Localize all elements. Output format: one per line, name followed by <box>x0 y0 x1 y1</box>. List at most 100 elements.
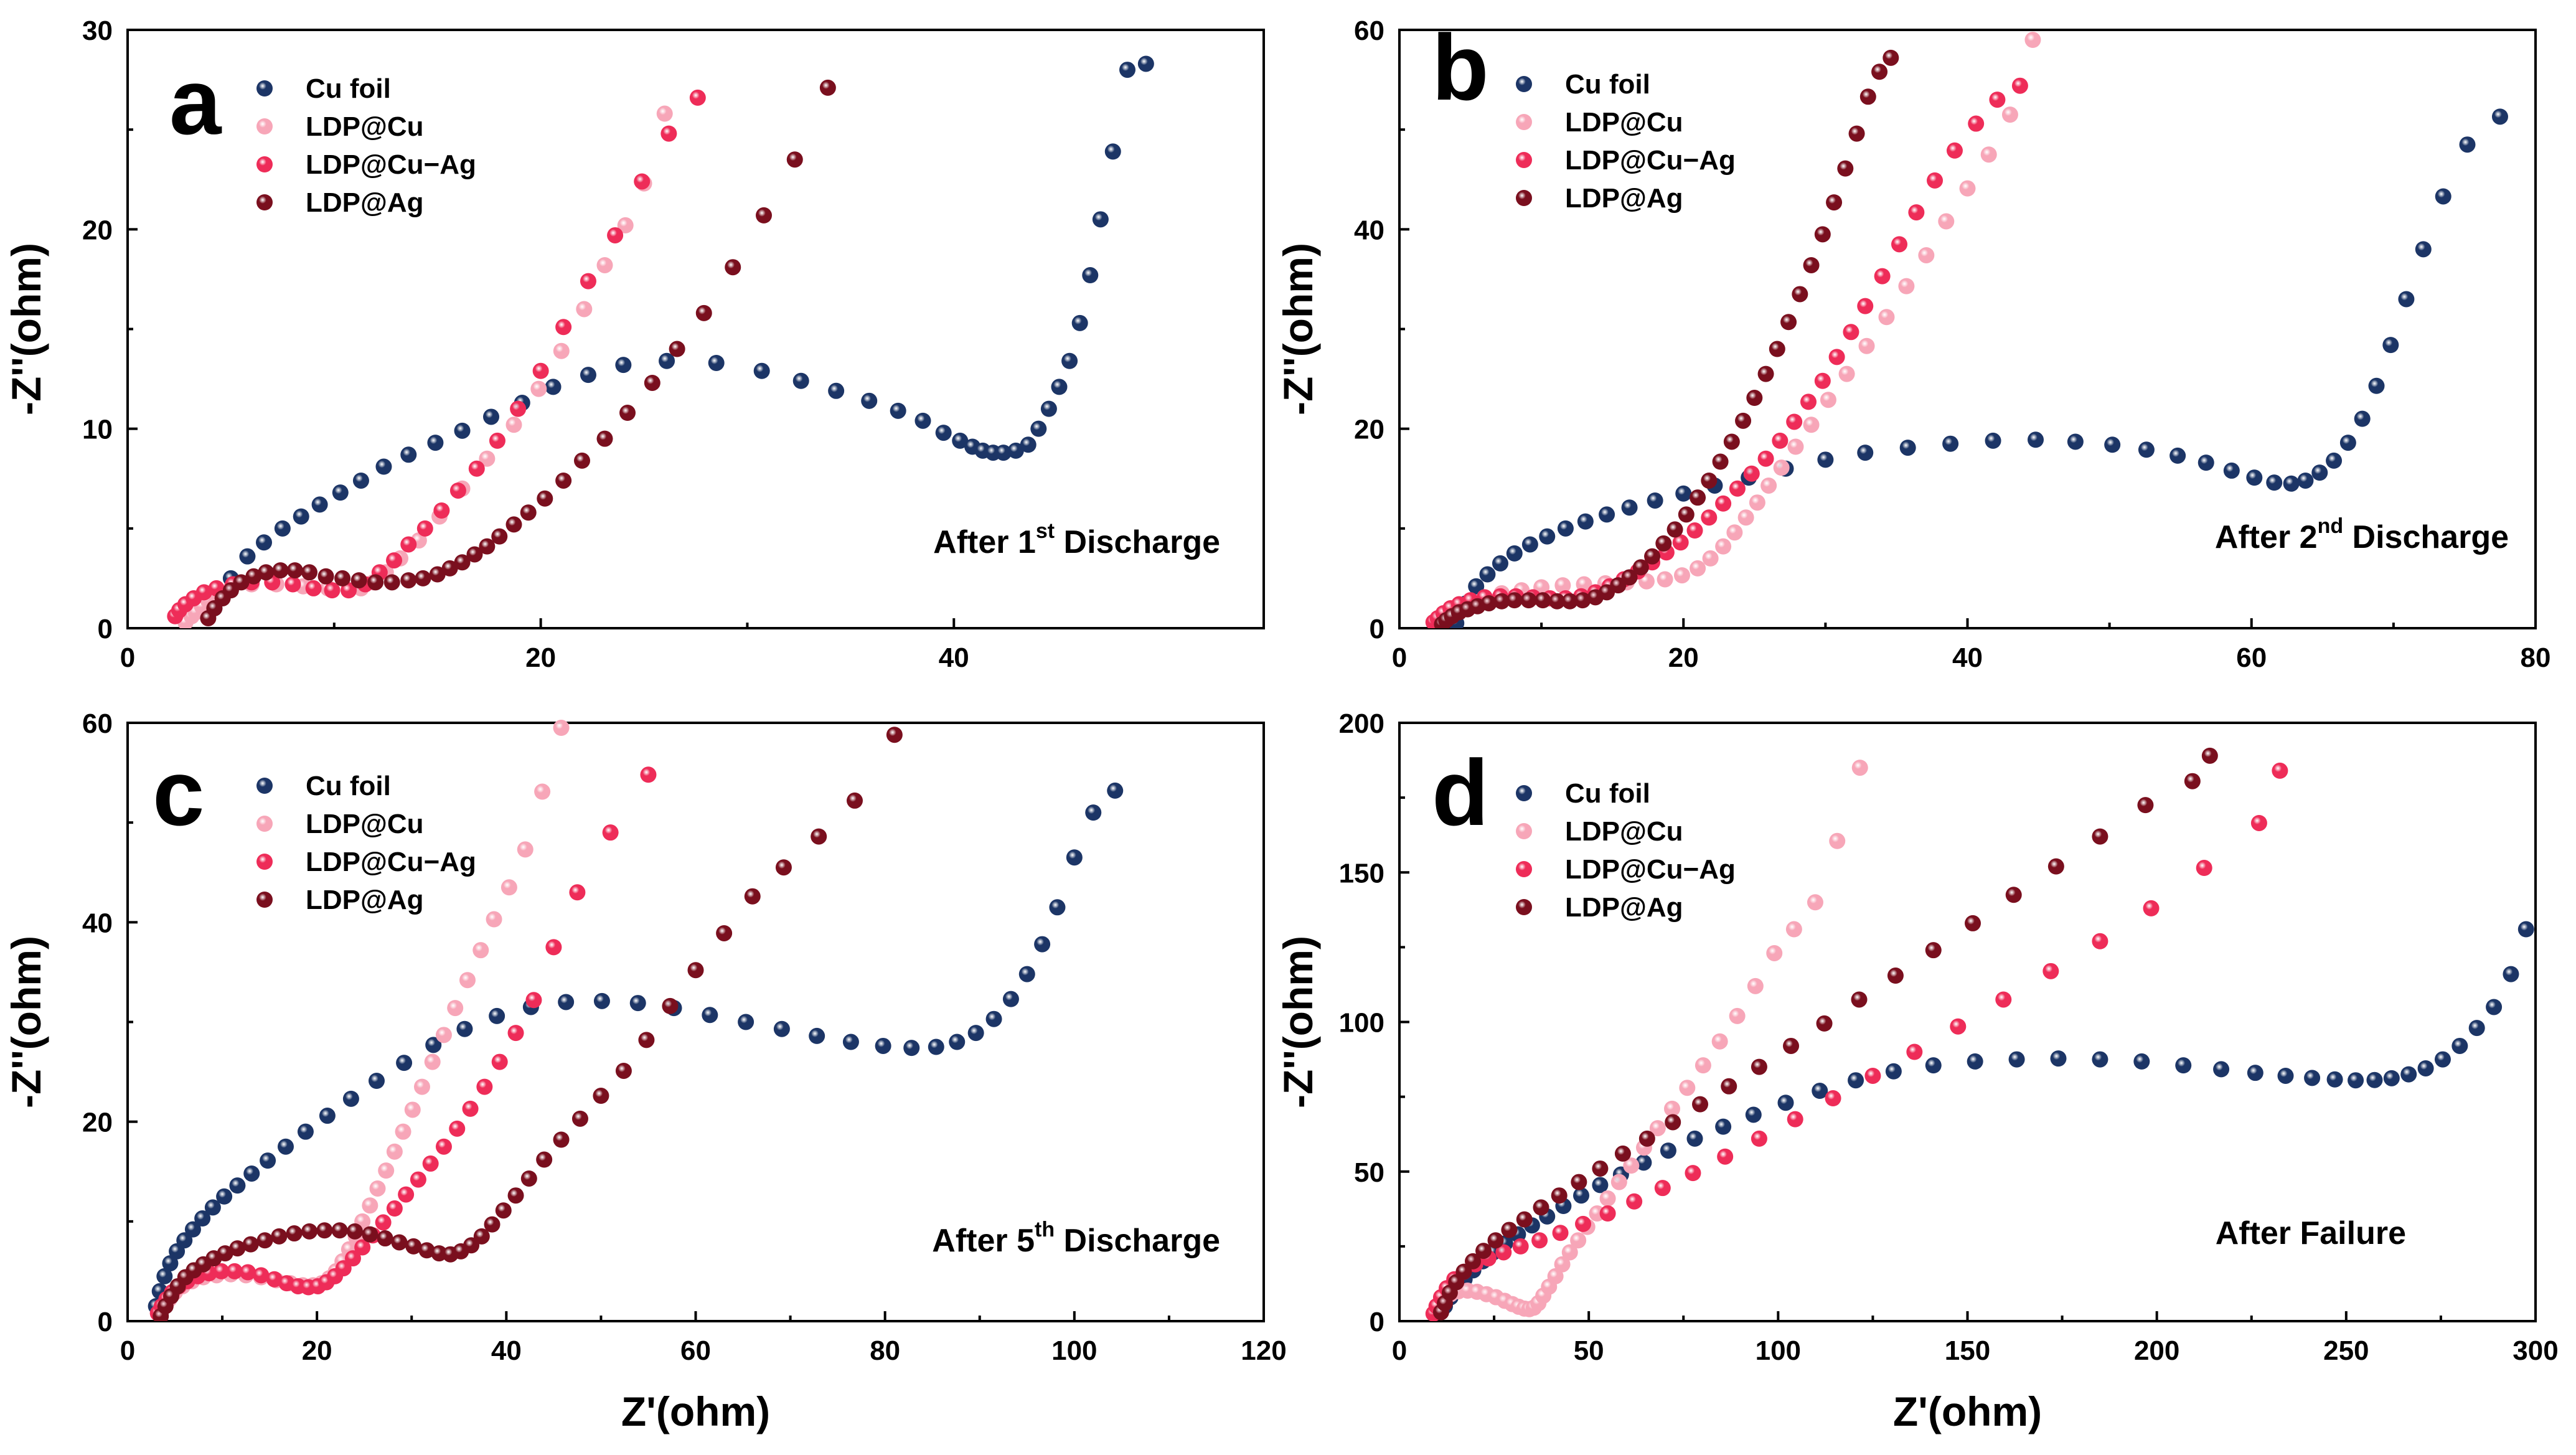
data-point <box>914 412 931 429</box>
legend: Cu foil LDP@Cu LDP@Cu−Ag LDP@Ag <box>256 771 476 915</box>
data-point <box>473 1228 490 1245</box>
data-point <box>2028 431 2044 448</box>
data-point <box>967 1025 984 1042</box>
data-point <box>1685 1165 1701 1182</box>
data-point <box>1657 571 1673 588</box>
data-point <box>1049 899 1066 916</box>
series-ldp-cu-ag <box>1425 762 2288 1321</box>
data-point <box>505 417 522 433</box>
data-point <box>433 502 450 519</box>
panel-annotation: After 2nd Discharge <box>2215 514 2509 555</box>
legend-label: Cu foil <box>306 73 391 104</box>
data-point <box>2223 462 2240 479</box>
data-point <box>1829 832 1846 849</box>
data-point <box>400 446 417 463</box>
data-point <box>2092 1051 2108 1068</box>
data-point <box>1672 534 1689 551</box>
data-point <box>256 1232 273 1249</box>
data-point <box>334 570 351 586</box>
data-point <box>386 1143 403 1160</box>
data-point <box>2339 435 2356 451</box>
data-point <box>286 1225 303 1242</box>
data-point <box>1729 1007 1746 1024</box>
data-point <box>574 452 590 469</box>
annotation-text: Discharge <box>1055 1223 1220 1259</box>
data-point <box>2435 188 2451 205</box>
data-point <box>576 301 593 318</box>
data-point <box>596 430 613 447</box>
data-point <box>331 1222 348 1239</box>
data-point <box>571 1110 588 1127</box>
data-point <box>424 1053 441 1070</box>
legend-label: LDP@Cu <box>306 809 424 839</box>
data-point <box>400 572 417 589</box>
data-point <box>1772 432 1789 449</box>
data-point <box>1552 1225 1569 1241</box>
panel-annotation: After 5th Discharge <box>932 1218 1220 1259</box>
data-point <box>1785 921 1802 938</box>
data-point <box>1654 1180 1671 1197</box>
data-point <box>217 1245 233 1262</box>
series-ldp-ag <box>153 727 903 1321</box>
legend-marker <box>1516 823 1532 839</box>
data-point <box>479 450 496 467</box>
data-point <box>479 538 496 555</box>
data-point <box>1554 1256 1571 1273</box>
x-tick-label: 40 <box>939 643 969 673</box>
data-point <box>1786 413 1803 430</box>
legend-marker <box>256 816 273 832</box>
data-point <box>2277 1067 2294 1084</box>
data-point <box>695 304 712 321</box>
legend-label: LDP@Cu <box>1565 816 1683 847</box>
data-point <box>2104 436 2121 453</box>
legend-label: LDP@Ag <box>1565 183 1683 214</box>
data-point <box>1557 520 1574 537</box>
series-ldp-ag <box>1432 747 2218 1321</box>
data-point <box>1925 942 1942 959</box>
data-point <box>462 1100 479 1117</box>
data-point <box>1632 559 1649 576</box>
data-point <box>2008 1051 2025 1068</box>
data-point <box>617 217 634 233</box>
data-point <box>1965 915 1981 931</box>
data-point <box>2213 1061 2230 1078</box>
data-point <box>1825 1090 1841 1107</box>
legend-label: Cu foil <box>306 771 391 801</box>
data-point <box>341 582 357 599</box>
panel-letter: d <box>1432 740 1489 845</box>
data-point <box>266 1271 283 1288</box>
data-point <box>580 273 596 290</box>
data-point <box>847 792 863 809</box>
data-point <box>1692 1096 1709 1113</box>
data-point <box>1906 1043 1923 1060</box>
y-tick-label: 40 <box>82 908 113 938</box>
data-point <box>1516 1211 1533 1228</box>
data-point <box>1034 936 1051 953</box>
data-point <box>491 528 508 545</box>
data-point <box>1787 438 1804 455</box>
y-tick-label: 20 <box>82 1108 113 1138</box>
data-point <box>1851 760 1868 776</box>
series-ldp-ag <box>200 79 836 626</box>
series-ldp-cu <box>1427 760 1868 1321</box>
legend-label: LDP@Ag <box>306 187 424 218</box>
y-axis-title: -Z''(ohm) <box>1275 243 1321 415</box>
data-point <box>2354 410 2371 427</box>
data-point <box>1814 226 1831 243</box>
panel-letter: a <box>169 49 222 154</box>
data-point <box>644 374 660 391</box>
data-point <box>602 824 619 841</box>
data-point <box>391 1234 408 1251</box>
data-point <box>415 570 431 586</box>
legend-label: LDP@Cu−Ag <box>1565 145 1736 176</box>
data-point <box>243 1165 260 1182</box>
data-point <box>378 1162 395 1179</box>
y-tick-label: 150 <box>1339 858 1384 888</box>
data-point <box>383 574 400 591</box>
data-point <box>2415 241 2432 258</box>
data-point <box>2468 1020 2485 1037</box>
legend-marker <box>256 118 273 134</box>
data-point <box>545 379 562 395</box>
data-point <box>256 534 272 551</box>
x-tick-label: 150 <box>1945 1335 1990 1366</box>
